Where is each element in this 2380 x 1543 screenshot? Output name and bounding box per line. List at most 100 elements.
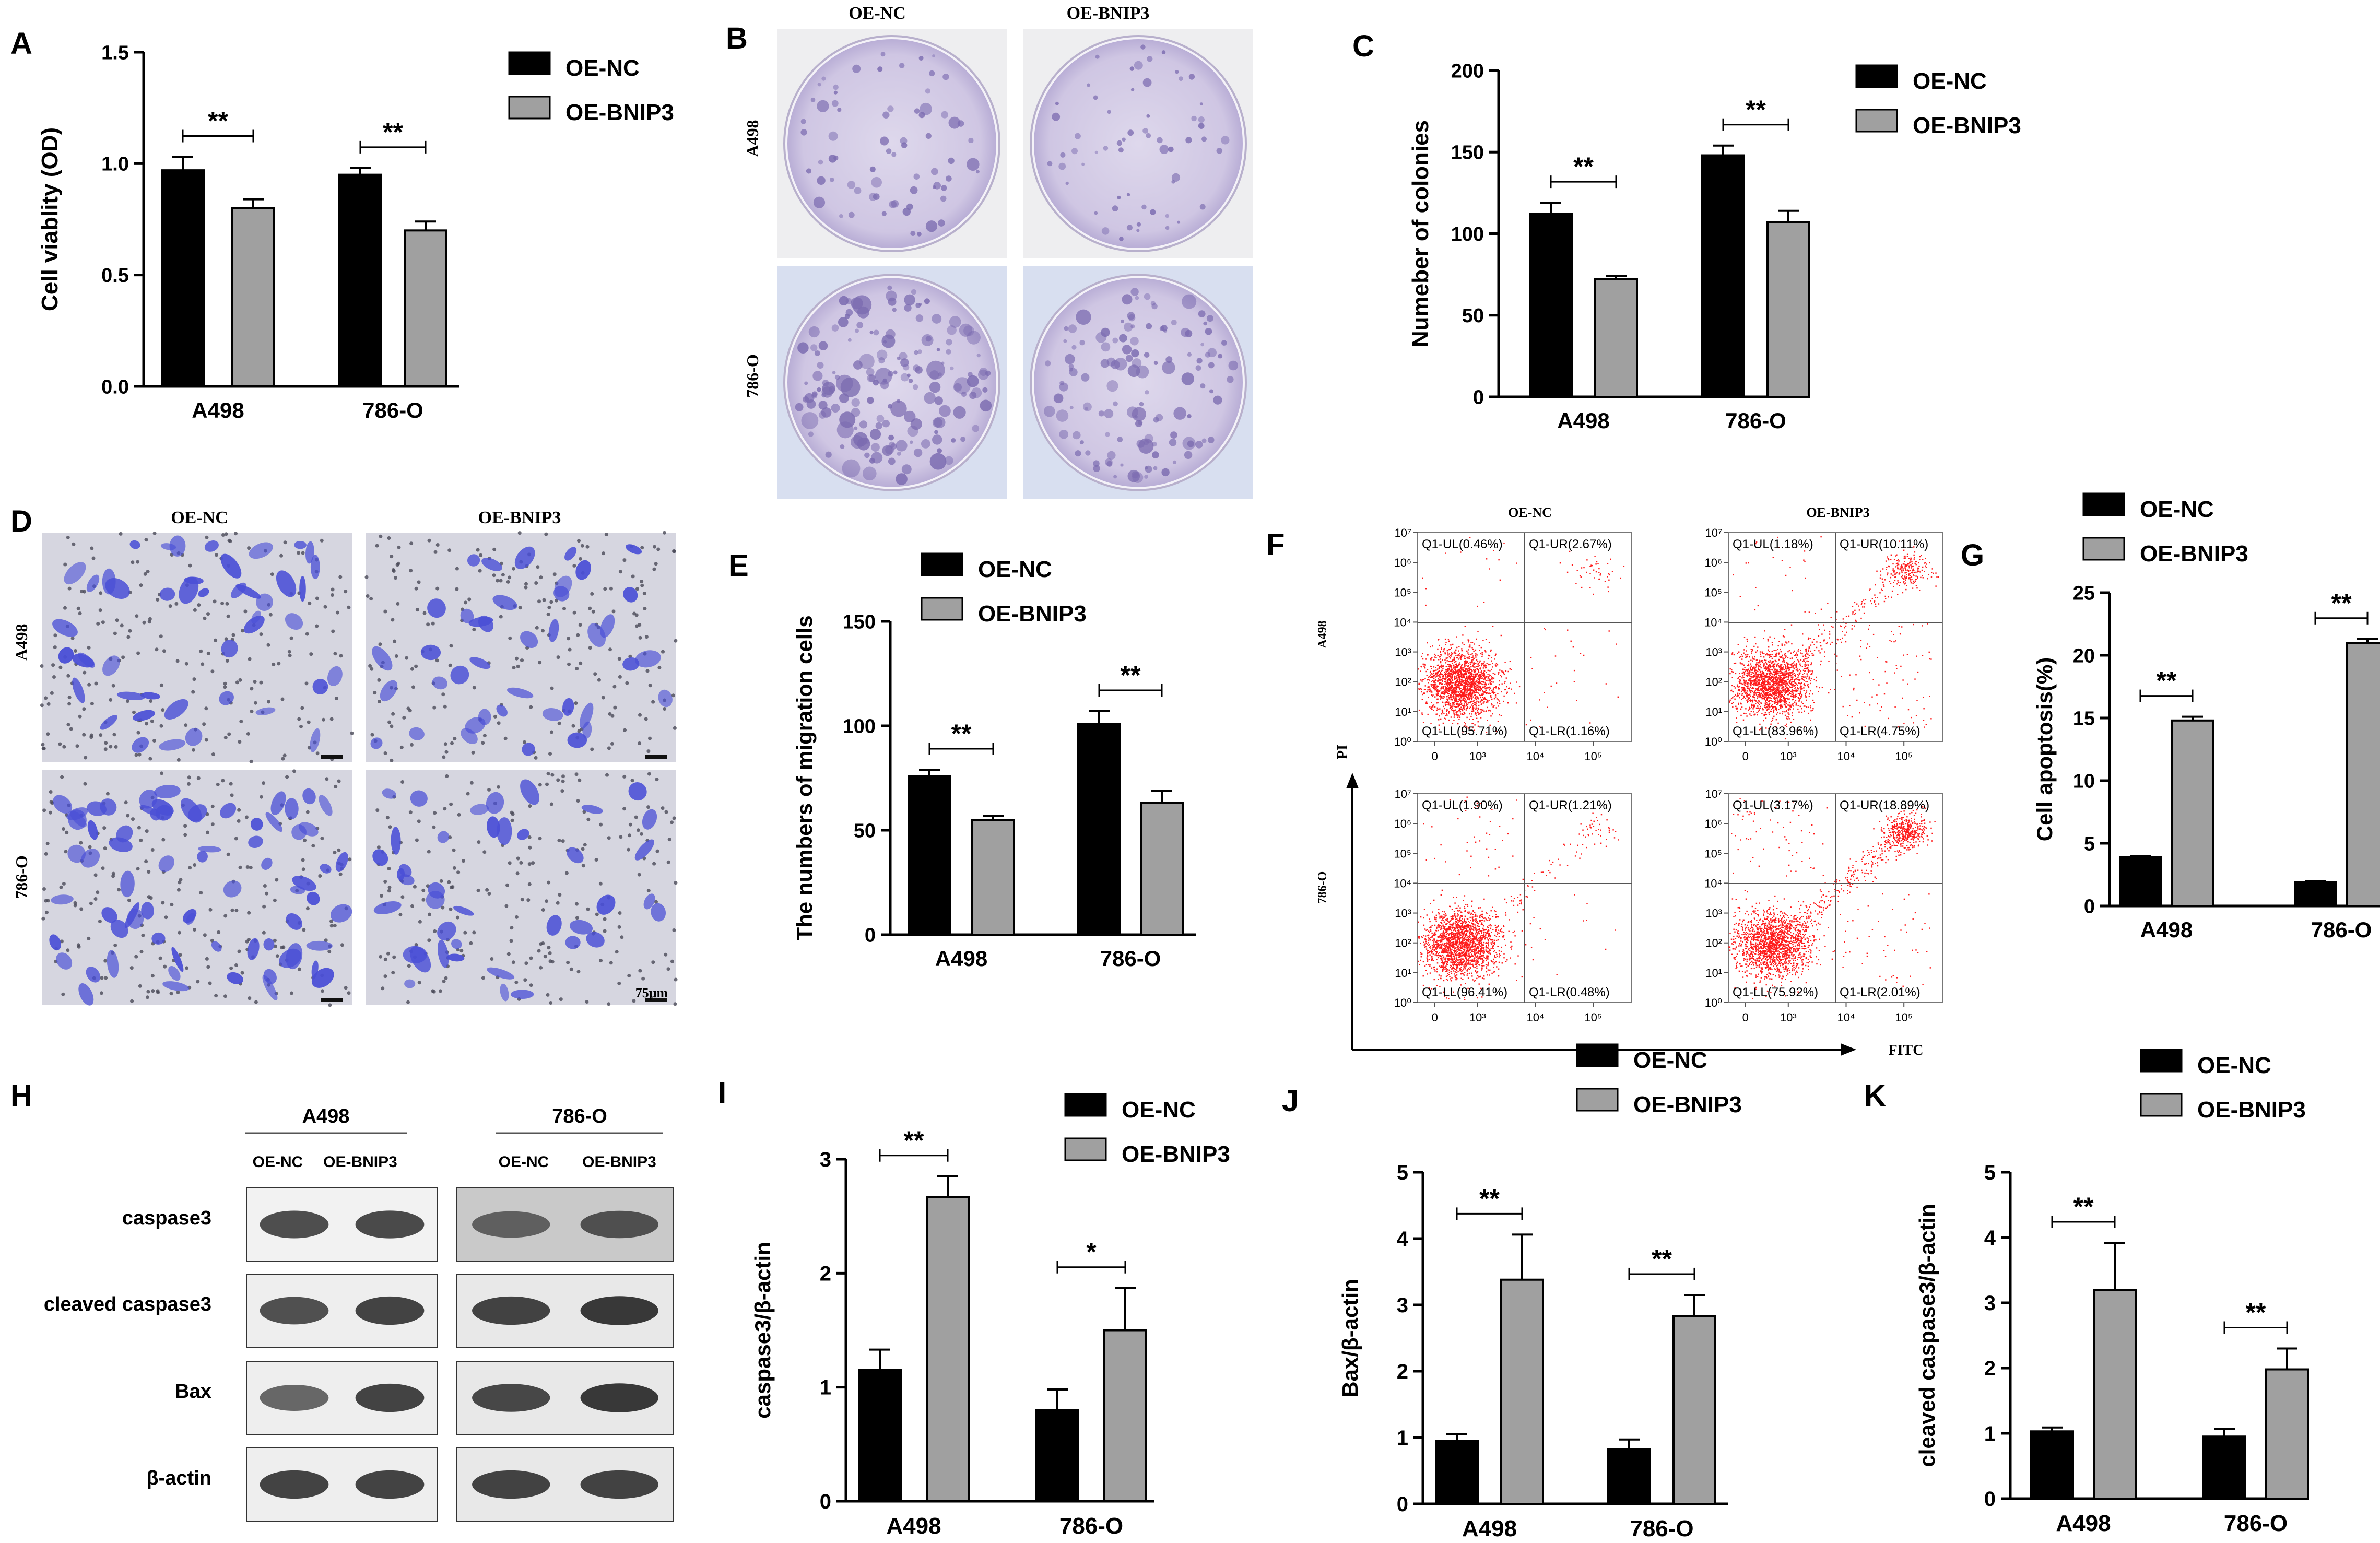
chart-k-ytick-label: 3	[1984, 1292, 1996, 1315]
transwell-image	[366, 770, 678, 1006]
facs-col-label-bnip3: OE-BNIP3	[1806, 505, 1869, 520]
facs-quadrant-ll: Q1-LL(75.92%)	[1733, 985, 1818, 999]
chart-c-ytick-label: 50	[1462, 305, 1484, 327]
chart-k-legend-swatch-oe-bnip3	[2140, 1093, 2183, 1117]
wb-protein-label-bax: Bax	[175, 1381, 211, 1403]
wb-protein-label-beta-actin: β-actin	[146, 1467, 211, 1489]
chart-g-legend-swatch-oe-bnip3	[2082, 537, 2125, 561]
chart-a-bar-oe-bnip3-786-o	[404, 229, 447, 387]
bar-chart-cell-viability: 0.0 0.5 1.0 1.5 Cell viablity (OD) A498 ** 786-…	[37, 42, 674, 422]
colony-dish-image	[1023, 29, 1253, 258]
facs-quadrant-lr: Q1-LR(2.01%)	[1840, 985, 1921, 999]
facs-xtick-label: 10³	[1780, 1011, 1797, 1024]
facs-xtick-label: 0	[1742, 750, 1749, 763]
chart-j-ytick-label: 3	[1397, 1294, 1408, 1317]
chart-e-bar-oe-nc-786-o	[1077, 723, 1121, 936]
chart-c-sig-label: **	[1746, 95, 1766, 124]
chart-j-ytick-label: 0	[1397, 1493, 1408, 1516]
facs-quadrant-ll: Q1-LL(95.71%)	[1422, 724, 1507, 738]
chart-j-bar-oe-bnip3-786-o	[1672, 1315, 1716, 1505]
chart-g-legend-label-oe-bnip3: OE-BNIP3	[2140, 541, 2248, 567]
facs-ytick-label: 10²	[1705, 937, 1722, 950]
chart-k-bar-oe-nc-a498	[2030, 1430, 2074, 1500]
facs-scatter-plot: Q1-UL(1.18%) Q1-UR(10.11%) Q1-LL(83.96%) Q1…	[1704, 526, 1943, 763]
panel-letter-h: H	[10, 1079, 32, 1113]
transwell-row-label-a498: A498	[12, 623, 31, 661]
chart-k-ytick-label: 1	[1984, 1422, 1996, 1445]
chart-j-legend-swatch-oe-nc	[1576, 1043, 1619, 1067]
chart-c-bar-oe-nc-a498	[1529, 213, 1573, 398]
chart-i-bar-oe-bnip3-786-o	[1103, 1329, 1147, 1502]
chart-j-legend-label-oe-nc: OE-NC	[1633, 1047, 1707, 1073]
chart-j-xtick-label: A498	[1462, 1516, 1517, 1541]
facs-ytick-label: 10⁶	[1394, 817, 1411, 830]
facs-quadrant-ur: Q1-UR(18.89%)	[1840, 798, 1929, 812]
facs-ytick-label: 10⁰	[1705, 735, 1722, 748]
bar-chart-caspase3: 0 1 2 3 caspase3/β-actin A498 ** 786-O * OE-NC OE-…	[750, 1093, 1230, 1539]
facs-scatter-plot: Q1-UL(3.17%) Q1-UR(18.89%) Q1-LL(75.92%) Q1…	[1704, 787, 1943, 1024]
facs-xtick-label: 0	[1742, 1011, 1749, 1024]
facs-xtick-label: 10⁵	[1584, 1011, 1602, 1024]
chart-i-xtick-label: A498	[886, 1513, 941, 1539]
facs-scatter-plot: Q1-UL(0.46%) Q1-UR(2.67%) Q1-LL(95.71%) Q1-…	[1394, 526, 1632, 763]
facs-ytick-label: 10⁵	[1394, 847, 1411, 860]
facs-quadrant-ur: Q1-UR(2.67%)	[1529, 537, 1612, 551]
chart-i-bar-oe-nc-786-o	[1035, 1409, 1079, 1502]
facs-ytick-label: 10⁷	[1705, 787, 1722, 800]
chart-c-bar-oe-bnip3-a498	[1594, 278, 1638, 398]
chart-j-sig-label: **	[1652, 1244, 1672, 1274]
chart-a-sig-label: **	[383, 117, 403, 147]
facs-xtick-label: 10⁴	[1837, 1011, 1855, 1024]
facs-quadrant-lr: Q1-LR(1.16%)	[1529, 724, 1610, 738]
facs-ytick-label: 10⁴	[1704, 877, 1722, 890]
chart-e-bar-oe-bnip3-786-o	[1140, 802, 1184, 936]
facs-ytick-label: 10²	[1705, 676, 1722, 689]
chart-a-legend-label-oe-bnip3: OE-BNIP3	[565, 100, 674, 125]
chart-k-legend-label-oe-nc: OE-NC	[2197, 1053, 2271, 1078]
transwell-image	[364, 531, 678, 762]
colony-dish-image	[777, 266, 1007, 499]
facs-row-label-786o: 786-O	[1316, 871, 1329, 904]
wb-lane-label-bnip3-1: OE-BNIP3	[323, 1153, 397, 1171]
facs-xtick-label: 10⁵	[1584, 750, 1602, 763]
chart-i-legend-swatch-oe-nc	[1064, 1093, 1107, 1117]
facs-ytick-label: 10⁶	[1704, 817, 1722, 830]
facs-xtick-label: 10⁴	[1837, 750, 1855, 763]
chart-k-bar-oe-bnip3-786-o	[2265, 1368, 2309, 1500]
transwell-image	[40, 531, 354, 763]
chart-a-ytick-label: 0.5	[101, 265, 129, 287]
facs-ytick-label: 10⁵	[1704, 586, 1722, 599]
panel-letter-b: B	[726, 21, 748, 55]
bar-chart-bax: 0 1 2 3 4 5 Bax/β-actin A498 ** 786-O ** OE-NC OE-BN…	[1338, 1043, 1742, 1541]
transwell-col-label-nc: OE-NC	[171, 508, 228, 527]
chart-i-ytick-label: 1	[820, 1376, 831, 1399]
facs-ytick-label: 10²	[1395, 937, 1411, 950]
wb-blot-caspase3-A498	[246, 1187, 438, 1262]
chart-g-ytick-label: 0	[2084, 896, 2095, 917]
wb-blot-Bax-786-O	[456, 1361, 674, 1435]
panel-letter-i: I	[718, 1076, 727, 1110]
chart-c-ytick-label: 0	[1473, 386, 1484, 408]
bar-chart-apoptosis: 0 5 10 15 20 25 Cell apoptosis(%) A498 ** 786-O **…	[2032, 492, 2380, 942]
flow-cytometry-plots: OE-NC OE-BNIP3 A498 786-O PI FITC Q1-UL(…	[1316, 505, 1943, 1058]
chart-j-bar-oe-bnip3-a498	[1500, 1278, 1544, 1505]
chart-a-ylabel: Cell viablity (OD)	[37, 127, 63, 311]
chart-i-sig-label: *	[1086, 1238, 1097, 1267]
chart-i-legend-label-oe-bnip3: OE-BNIP3	[1122, 1141, 1230, 1167]
chart-g-ytick-label: 25	[2073, 582, 2095, 604]
chart-c-legend-swatch-oe-bnip3	[1855, 109, 1898, 133]
chart-e-legend-swatch-oe-bnip3	[921, 597, 963, 621]
chart-c-ytick-label: 100	[1451, 223, 1484, 245]
chart-g-bar-oe-bnip3-786-o	[2346, 642, 2380, 907]
chart-c-ytick-label: 150	[1451, 142, 1484, 164]
chart-i-bar-oe-bnip3-a498	[926, 1196, 970, 1503]
panel-letter-c: C	[1352, 29, 1374, 63]
facs-ytick-label: 10¹	[1395, 705, 1411, 719]
panel-letter-d: D	[10, 504, 32, 538]
chart-i-legend-swatch-oe-bnip3	[1064, 1137, 1107, 1161]
chart-g-legend-swatch-oe-nc	[2082, 492, 2125, 516]
chart-g-ylabel: Cell apoptosis(%)	[2032, 657, 2057, 841]
wb-group-label-a498: A498	[302, 1105, 350, 1127]
chart-k-sig-label: **	[2246, 1298, 2266, 1327]
panel-letter-g: G	[1961, 538, 1985, 572]
